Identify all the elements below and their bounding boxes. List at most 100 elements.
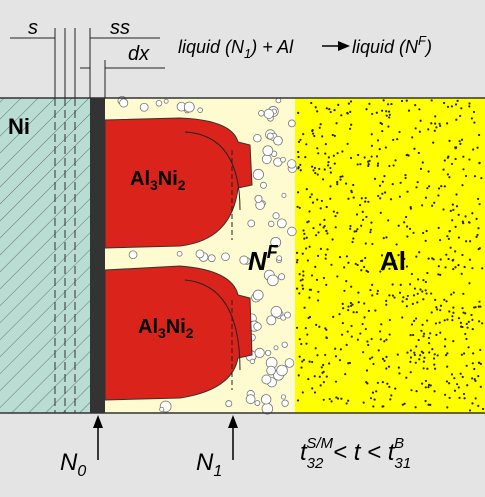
particle <box>259 181 267 189</box>
dot <box>447 257 450 261</box>
dot <box>430 311 433 314</box>
dot <box>325 107 328 110</box>
dot <box>370 133 373 136</box>
dot <box>481 267 484 270</box>
dot <box>339 178 342 181</box>
dot <box>392 138 395 141</box>
dot <box>454 225 457 228</box>
dot <box>304 156 307 159</box>
dot <box>332 210 335 213</box>
dot <box>322 226 325 229</box>
dot <box>422 360 425 363</box>
dot <box>454 157 457 161</box>
dot <box>324 253 327 256</box>
dot <box>325 336 328 340</box>
particle <box>284 311 291 319</box>
particle <box>163 98 169 104</box>
marker-n0: N0 <box>60 449 86 480</box>
dot <box>429 332 432 335</box>
dot <box>462 311 465 314</box>
dot <box>364 196 367 200</box>
dot <box>458 114 462 118</box>
dot <box>454 146 457 149</box>
dot <box>317 290 320 293</box>
dot <box>419 288 422 291</box>
dot <box>312 227 315 230</box>
text: t <box>300 439 308 466</box>
dot <box>385 338 388 341</box>
dot <box>311 132 315 135</box>
dot <box>350 324 353 328</box>
dot <box>451 203 454 206</box>
dot <box>438 122 441 125</box>
dot <box>448 310 451 313</box>
dot <box>413 147 416 150</box>
dot <box>356 228 359 231</box>
dot <box>319 384 322 387</box>
dot <box>454 266 457 269</box>
dot <box>403 257 406 260</box>
dot <box>425 229 428 233</box>
dot <box>305 143 308 146</box>
dot <box>413 319 416 322</box>
dot <box>391 183 394 186</box>
dot <box>349 156 353 160</box>
dot <box>387 125 390 128</box>
dot <box>471 328 474 331</box>
dot <box>306 259 309 262</box>
dot <box>341 150 344 153</box>
dot <box>433 353 436 356</box>
phase-label-top: Al3Ni2 <box>130 168 186 193</box>
particle <box>262 145 274 157</box>
dot <box>422 279 425 282</box>
particle <box>253 134 262 143</box>
dot <box>407 109 411 112</box>
dot <box>427 128 430 131</box>
dot <box>367 163 370 166</box>
particle <box>261 374 272 385</box>
particle <box>263 108 274 119</box>
dot <box>456 99 459 102</box>
dot <box>463 397 466 400</box>
dot <box>403 402 406 405</box>
particle <box>278 273 286 281</box>
dot <box>436 354 439 357</box>
dot <box>447 237 450 240</box>
dot <box>426 367 429 370</box>
dot <box>323 168 326 171</box>
dot <box>426 319 429 322</box>
dot <box>435 333 438 336</box>
particle <box>261 154 272 165</box>
dot <box>467 346 470 349</box>
dot <box>365 369 369 372</box>
dot <box>388 294 391 297</box>
dot <box>311 360 314 364</box>
dot <box>439 258 442 261</box>
dot <box>364 200 367 203</box>
dot <box>465 240 468 243</box>
dot <box>329 185 332 188</box>
dot <box>352 311 355 314</box>
dot <box>433 390 436 393</box>
dot <box>304 327 307 330</box>
dot <box>448 230 451 233</box>
dot <box>452 291 455 294</box>
dot <box>393 259 396 262</box>
dot <box>300 342 303 346</box>
dot <box>321 178 325 181</box>
dot <box>403 221 406 224</box>
dot <box>471 402 474 405</box>
dot <box>474 397 477 400</box>
dot <box>381 192 384 195</box>
dot <box>421 323 424 326</box>
dot <box>457 317 461 320</box>
dot <box>397 224 400 227</box>
particle <box>128 250 138 260</box>
dot <box>396 353 399 356</box>
dot <box>306 333 309 336</box>
dot <box>296 399 300 402</box>
dot <box>446 235 449 238</box>
dot <box>468 221 471 224</box>
dot <box>310 274 314 277</box>
dot <box>478 320 481 323</box>
